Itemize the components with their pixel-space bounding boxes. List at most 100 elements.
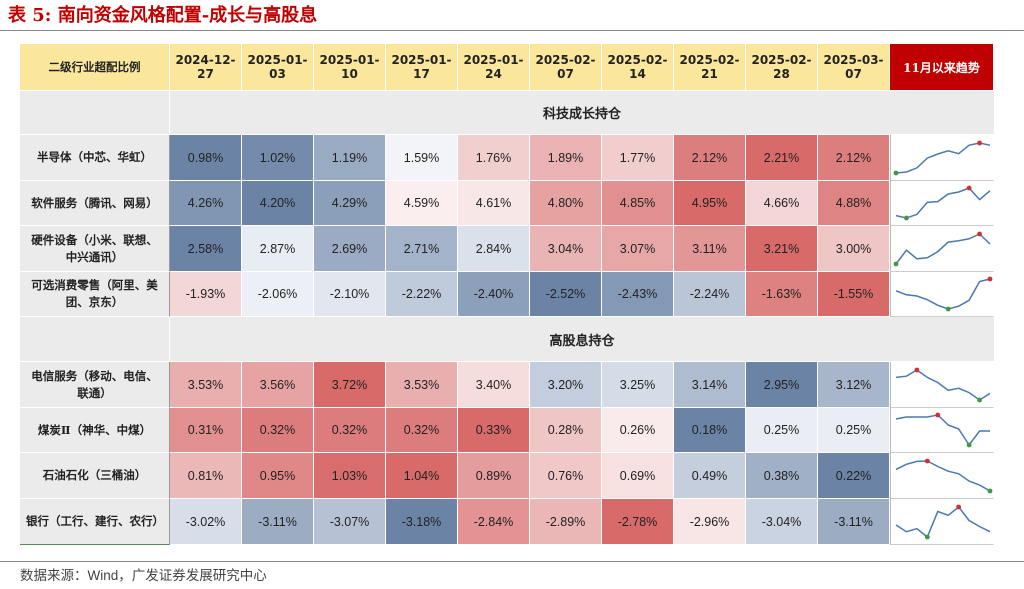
value-cell: -2.43% xyxy=(602,272,674,317)
row-label: 银行（工行、建行、农行） xyxy=(20,499,170,545)
section-title: 科技成长持仓 xyxy=(170,91,994,135)
value-cell: 3.00% xyxy=(818,226,890,272)
value-cell: 3.20% xyxy=(530,362,602,408)
value-cell: 2.58% xyxy=(170,226,242,272)
sparkline-low-marker xyxy=(893,261,899,266)
sparkline-high-marker xyxy=(935,412,941,418)
trend-cell xyxy=(890,181,994,226)
value-cell: 0.32% xyxy=(386,408,458,453)
sparkline-path xyxy=(895,232,991,264)
value-cell: 2.12% xyxy=(818,135,890,181)
value-cell: 3.07% xyxy=(602,226,674,272)
row-label: 硬件设备（小米、联想、中兴通讯） xyxy=(20,226,170,272)
trend-sparkline xyxy=(895,412,990,448)
header-date: 2025-03-07 xyxy=(818,44,890,91)
sparkline-low-marker xyxy=(904,215,909,221)
sparkline-path xyxy=(895,368,991,401)
value-cell: 0.38% xyxy=(746,453,818,499)
section-spacer xyxy=(20,317,170,362)
value-cell: -3.07% xyxy=(314,499,386,545)
value-cell: 3.56% xyxy=(242,362,314,408)
value-cell: 0.31% xyxy=(170,408,242,453)
sparkline-high-marker xyxy=(987,276,993,282)
value-cell: 4.66% xyxy=(746,181,818,226)
value-cell: 3.21% xyxy=(746,226,818,272)
header-trend: 11月以来趋势 xyxy=(890,44,994,91)
value-cell: 2.21% xyxy=(746,135,818,181)
value-cell: 3.11% xyxy=(674,226,746,272)
sparkline-high-marker xyxy=(977,231,982,236)
sparkline-high-marker xyxy=(966,185,972,191)
value-cell: 3.40% xyxy=(458,362,530,408)
sparkline-low-marker xyxy=(977,397,982,402)
source-prefix: 数据来源： xyxy=(20,568,88,584)
value-cell: 3.14% xyxy=(674,362,746,408)
header-date: 2025-01-03 xyxy=(242,44,314,91)
sparkline-high-marker xyxy=(977,140,982,145)
value-cell: 2.95% xyxy=(746,362,818,408)
value-cell: -2.06% xyxy=(242,272,314,317)
trend-cell xyxy=(890,499,994,545)
value-cell: -2.52% xyxy=(530,272,602,317)
trend-cell xyxy=(890,362,994,408)
value-cell: 0.26% xyxy=(602,408,674,453)
value-cell: 0.76% xyxy=(530,453,602,499)
value-cell: -2.84% xyxy=(458,499,530,545)
value-cell: 3.25% xyxy=(602,362,674,408)
value-cell: 0.25% xyxy=(746,408,818,453)
header-date: 2025-02-14 xyxy=(602,44,674,91)
value-cell: -2.40% xyxy=(458,272,530,317)
row-label: 半导体（中芯、华虹） xyxy=(20,135,170,181)
trend-sparkline xyxy=(895,458,993,493)
value-cell: 4.80% xyxy=(530,181,602,226)
header-date: 2025-01-10 xyxy=(314,44,386,91)
trend-cell xyxy=(890,453,994,499)
sparkline-path xyxy=(895,505,991,538)
value-cell: 1.04% xyxy=(386,453,458,499)
value-cell: -1.93% xyxy=(170,272,242,317)
value-cell: 1.02% xyxy=(242,135,314,181)
value-cell: 4.20% xyxy=(242,181,314,226)
sparkline-low-marker xyxy=(945,306,951,312)
title-divider xyxy=(0,30,1024,31)
value-cell: 0.32% xyxy=(242,408,314,453)
value-cell: -2.22% xyxy=(386,272,458,317)
row-label: 软件服务（腾讯、网易） xyxy=(20,181,170,226)
value-cell: 2.87% xyxy=(242,226,314,272)
value-cell: -3.11% xyxy=(818,499,890,545)
trend-cell xyxy=(890,135,994,181)
value-cell: 0.95% xyxy=(242,453,314,499)
sparkline-path xyxy=(895,459,991,492)
value-cell: 0.69% xyxy=(602,453,674,499)
trend-sparkline xyxy=(893,140,991,175)
allocation-table: 二级行业超配比例 2024-12-27 2025-01-03 2025-01-10 20… xyxy=(20,44,994,545)
value-cell: 0.22% xyxy=(818,453,890,499)
section-title: 高股息持仓 xyxy=(170,317,994,362)
value-cell: 4.85% xyxy=(602,181,674,226)
value-cell: -2.10% xyxy=(314,272,386,317)
value-cell: -2.89% xyxy=(530,499,602,545)
sparkline-path xyxy=(895,278,991,310)
value-cell: 3.12% xyxy=(818,362,890,408)
row-label: 可选消费零售（阿里、美团、京东） xyxy=(20,272,170,317)
value-cell: 0.89% xyxy=(458,453,530,499)
sparkline-path xyxy=(895,187,991,219)
trend-sparkline xyxy=(895,504,991,539)
trend-cell xyxy=(890,272,994,317)
header-date: 2025-01-17 xyxy=(386,44,458,91)
value-cell: 3.04% xyxy=(530,226,602,272)
value-cell: 0.18% xyxy=(674,408,746,453)
header-date: 2025-01-24 xyxy=(458,44,530,91)
value-cell: 0.25% xyxy=(818,408,890,453)
value-cell: -2.24% xyxy=(674,272,746,317)
value-cell: 2.84% xyxy=(458,226,530,272)
value-cell: 1.19% xyxy=(314,135,386,181)
trend-sparkline xyxy=(895,276,993,312)
value-cell: 1.77% xyxy=(602,135,674,181)
value-cell: 4.95% xyxy=(674,181,746,226)
value-cell: 2.69% xyxy=(314,226,386,272)
value-cell: 0.49% xyxy=(674,453,746,499)
value-cell: 4.59% xyxy=(386,181,458,226)
value-cell: 0.28% xyxy=(530,408,602,453)
header-date: 2025-02-07 xyxy=(530,44,602,91)
